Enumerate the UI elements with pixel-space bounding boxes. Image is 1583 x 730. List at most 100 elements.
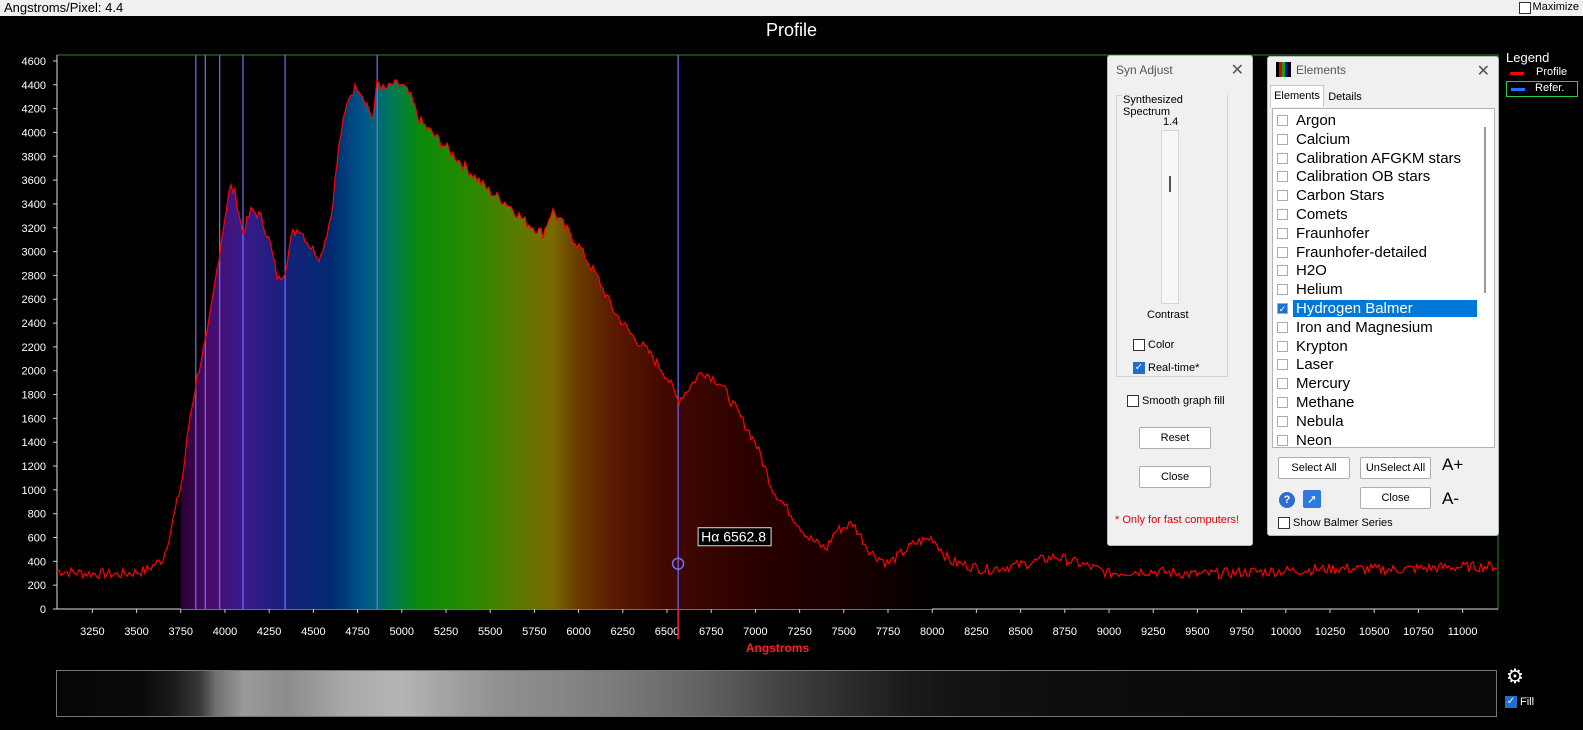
y-tick-label: 3800: [22, 151, 46, 163]
font-smaller-button[interactable]: A-: [1442, 489, 1459, 508]
x-tick-label: 11000: [1448, 626, 1478, 638]
y-tick-label: 2200: [22, 342, 46, 354]
element-item-label: Mercury: [1296, 375, 1351, 393]
element-item-checkbox[interactable]: [1277, 415, 1288, 427]
element-item-checkbox[interactable]: ✓: [1277, 303, 1288, 314]
element-item-label: Helium: [1296, 281, 1343, 299]
synthesized-spectrum-group: Synthesized Spectrum 1.4 Contrast Color …: [1116, 94, 1228, 377]
element-item[interactable]: Methane: [1277, 393, 1479, 412]
element-item[interactable]: Helium: [1277, 280, 1479, 299]
select-all-button[interactable]: Select All: [1278, 457, 1350, 479]
contrast-slider[interactable]: [1161, 130, 1179, 304]
x-tick-label: 4750: [345, 626, 369, 638]
realtime-checkbox-box[interactable]: ✓: [1133, 362, 1145, 374]
x-tick-label: 7750: [876, 626, 900, 638]
y-tick-label: 600: [28, 533, 46, 545]
element-item-checkbox[interactable]: [1277, 434, 1288, 446]
element-item[interactable]: Laser: [1277, 355, 1479, 374]
syn-adjust-title: Syn Adjust: [1116, 63, 1173, 77]
element-list[interactable]: Argon Calcium Calibration AFGKM stars Calib…: [1272, 108, 1495, 448]
y-axis-ticks: 0 200 400 600 800 1000 1200 1400 1600 1800 2000 220…: [22, 56, 57, 616]
element-item-checkbox[interactable]: [1277, 284, 1288, 296]
elements-close-button[interactable]: Close: [1360, 487, 1431, 509]
x-tick-label: 10000: [1271, 626, 1302, 638]
element-item-checkbox[interactable]: [1277, 359, 1288, 371]
element-item[interactable]: Neon: [1277, 431, 1479, 447]
tab-details[interactable]: Details: [1328, 91, 1362, 103]
legend-item-profile[interactable]: Profile: [1506, 66, 1578, 80]
realtime-checkbox[interactable]: ✓ Real-time*: [1133, 362, 1199, 374]
element-item-checkbox[interactable]: [1277, 209, 1288, 220]
tab-elements[interactable]: Elements: [1270, 85, 1324, 107]
element-list-scrollbar[interactable]: [1484, 127, 1486, 293]
x-tick-label: 8000: [920, 626, 944, 638]
x-tick-label: 7500: [832, 626, 856, 638]
element-item[interactable]: Iron and Magnesium: [1277, 318, 1479, 337]
x-tick-label: 8750: [1053, 626, 1077, 638]
element-item-checkbox[interactable]: [1277, 265, 1288, 277]
element-item-checkbox[interactable]: [1277, 227, 1288, 239]
element-item-checkbox[interactable]: [1277, 171, 1288, 183]
fill-label: Fill: [1520, 696, 1535, 708]
y-tick-label: 2000: [22, 366, 46, 378]
legend-item-reference[interactable]: Refer.: [1506, 81, 1578, 97]
element-item[interactable]: Krypton: [1277, 337, 1479, 356]
legend-swatch-reference: [1511, 88, 1525, 91]
elements-close-icon[interactable]: ✕: [1476, 63, 1490, 80]
element-item-label: Fraunhofer-detailed: [1296, 243, 1427, 261]
x-tick-label: 6250: [611, 626, 635, 638]
contrast-slider-thumb[interactable]: [1169, 176, 1171, 192]
profile-chart[interactable]: 3250 3500 3750 4000 4250 4500 4750 5000 5250 5500…: [0, 0, 1583, 660]
element-item[interactable]: Argon: [1277, 111, 1479, 130]
fill-checkbox[interactable]: ✓ Fill: [1505, 696, 1534, 708]
maximize-checkbox-box[interactable]: [1518, 1, 1531, 14]
element-item[interactable]: Nebula: [1277, 412, 1479, 431]
element-item-checkbox[interactable]: [1277, 246, 1288, 258]
smooth-graph-fill-checkbox-box[interactable]: [1127, 395, 1139, 407]
element-item[interactable]: ✓ Hydrogen Balmer: [1277, 299, 1479, 318]
elements-panel: Elements ✕ Elements Details Argon Calcium…: [1267, 56, 1499, 536]
syn-adjust-close-icon[interactable]: ✕: [1230, 62, 1244, 79]
x-axis-label: Angstroms: [746, 641, 810, 655]
y-tick-label: 3000: [22, 247, 46, 259]
element-item[interactable]: Mercury: [1277, 374, 1479, 393]
gear-icon[interactable]: ⚙: [1506, 666, 1524, 688]
y-tick-label: 4400: [22, 80, 46, 92]
show-balmer-series-checkbox[interactable]: Show Balmer Series: [1278, 517, 1393, 529]
smooth-graph-fill-checkbox[interactable]: Smooth graph fill: [1127, 395, 1225, 407]
color-checkbox-box[interactable]: [1133, 339, 1145, 351]
element-item-checkbox[interactable]: [1277, 190, 1288, 202]
element-item[interactable]: H2O: [1277, 261, 1479, 280]
element-item[interactable]: Carbon Stars: [1277, 186, 1479, 205]
show-balmer-series-checkbox-box[interactable]: [1278, 517, 1290, 529]
x-tick-label: 8250: [964, 626, 988, 638]
unselect-all-button[interactable]: UnSelect All: [1360, 457, 1431, 479]
element-item[interactable]: Fraunhofer: [1277, 224, 1479, 243]
maximize-checkbox[interactable]: Maximize: [1518, 1, 1579, 14]
element-item[interactable]: Comets: [1277, 205, 1479, 224]
x-tick-label: 3750: [169, 626, 193, 638]
angstroms-per-pixel: Angstroms/Pixel: 4.4: [4, 0, 123, 15]
element-item-checkbox[interactable]: [1277, 133, 1288, 145]
element-item-checkbox[interactable]: [1277, 152, 1288, 164]
reset-button[interactable]: Reset: [1139, 427, 1211, 449]
element-item[interactable]: Calibration OB stars: [1277, 167, 1479, 186]
color-checkbox[interactable]: Color: [1133, 339, 1174, 351]
element-item-checkbox[interactable]: [1277, 340, 1288, 352]
element-item-checkbox[interactable]: [1277, 115, 1288, 126]
help-icon[interactable]: ?: [1279, 492, 1295, 508]
element-item-checkbox[interactable]: [1277, 397, 1288, 408]
font-bigger-button[interactable]: A+: [1442, 455, 1464, 474]
syn-adjust-close-button[interactable]: Close: [1139, 466, 1211, 488]
element-item[interactable]: Calcium: [1277, 130, 1479, 149]
smooth-graph-fill-label: Smooth graph fill: [1142, 395, 1225, 407]
x-tick-label: 6500: [655, 626, 679, 638]
element-item[interactable]: Fraunhofer-detailed: [1277, 243, 1479, 262]
balmer-reference-lines: [195, 55, 679, 609]
y-tick-label: 4000: [22, 127, 46, 139]
element-item[interactable]: Calibration AFGKM stars: [1277, 149, 1479, 168]
fill-checkbox-box[interactable]: ✓: [1505, 696, 1517, 708]
link-arrow-icon[interactable]: ➚: [1303, 490, 1321, 508]
element-item-checkbox[interactable]: [1277, 321, 1288, 333]
element-item-checkbox[interactable]: [1277, 378, 1288, 390]
